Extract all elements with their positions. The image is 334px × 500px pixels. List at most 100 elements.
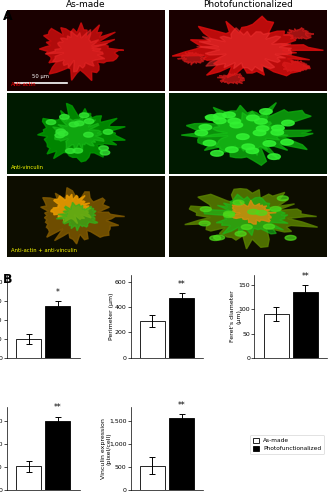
Polygon shape xyxy=(228,118,240,124)
Polygon shape xyxy=(200,206,211,212)
Polygon shape xyxy=(224,211,235,216)
Polygon shape xyxy=(45,30,108,72)
Polygon shape xyxy=(281,140,293,145)
Polygon shape xyxy=(85,119,94,124)
Polygon shape xyxy=(213,118,226,124)
Title: Photofunctionalized: Photofunctionalized xyxy=(203,0,293,9)
Polygon shape xyxy=(271,130,284,135)
Polygon shape xyxy=(205,114,218,120)
Y-axis label: Feret's diameter
(μm): Feret's diameter (μm) xyxy=(230,290,241,343)
Polygon shape xyxy=(255,118,267,124)
Polygon shape xyxy=(199,221,210,226)
Polygon shape xyxy=(100,150,110,155)
Text: **: ** xyxy=(178,280,185,289)
Polygon shape xyxy=(214,235,225,240)
Polygon shape xyxy=(203,140,216,146)
Polygon shape xyxy=(242,144,255,150)
Polygon shape xyxy=(200,112,288,156)
Polygon shape xyxy=(211,150,223,156)
Polygon shape xyxy=(285,236,296,240)
Polygon shape xyxy=(46,120,56,124)
Polygon shape xyxy=(223,112,235,117)
Polygon shape xyxy=(39,22,124,80)
Polygon shape xyxy=(256,210,267,216)
Polygon shape xyxy=(241,224,252,230)
Y-axis label: Perimeter (μm): Perimeter (μm) xyxy=(109,293,114,341)
Polygon shape xyxy=(73,148,82,153)
Bar xyxy=(140,321,165,358)
Polygon shape xyxy=(246,115,259,121)
Polygon shape xyxy=(56,129,65,134)
Polygon shape xyxy=(284,28,314,40)
Polygon shape xyxy=(223,212,234,218)
Polygon shape xyxy=(204,194,288,235)
Polygon shape xyxy=(270,206,281,212)
Polygon shape xyxy=(235,232,246,236)
Polygon shape xyxy=(69,122,78,127)
Bar xyxy=(293,292,318,358)
Polygon shape xyxy=(197,28,292,72)
Y-axis label: Vinculin expression
(pixel/cell): Vinculin expression (pixel/cell) xyxy=(101,418,112,479)
Polygon shape xyxy=(65,148,75,154)
Legend: As-made, Photofunctionalized: As-made, Photofunctionalized xyxy=(250,435,324,454)
Polygon shape xyxy=(228,200,276,224)
Polygon shape xyxy=(172,16,323,78)
Text: **: ** xyxy=(302,272,309,281)
Bar xyxy=(45,306,70,358)
Polygon shape xyxy=(272,125,284,131)
Polygon shape xyxy=(199,124,212,130)
Polygon shape xyxy=(217,73,245,84)
Text: A: A xyxy=(3,10,13,23)
Text: *: * xyxy=(56,288,60,297)
Polygon shape xyxy=(178,52,206,65)
Polygon shape xyxy=(195,130,208,136)
Polygon shape xyxy=(213,114,226,119)
Polygon shape xyxy=(236,134,249,140)
Polygon shape xyxy=(55,133,64,138)
Bar xyxy=(169,298,194,358)
Polygon shape xyxy=(181,102,313,166)
Text: Anti-vinculin: Anti-vinculin xyxy=(11,164,44,170)
Polygon shape xyxy=(79,113,89,117)
Text: **: ** xyxy=(54,404,61,412)
Polygon shape xyxy=(278,196,288,200)
Polygon shape xyxy=(225,147,238,152)
Polygon shape xyxy=(84,132,93,137)
Title: As-made: As-made xyxy=(66,0,106,9)
Polygon shape xyxy=(233,200,244,205)
Bar xyxy=(16,339,41,358)
Bar xyxy=(264,314,289,358)
Text: 50 μm: 50 μm xyxy=(32,74,49,80)
Text: Anti-actin + anti-vinculin: Anti-actin + anti-vinculin xyxy=(11,248,77,253)
Polygon shape xyxy=(257,126,269,132)
Polygon shape xyxy=(53,116,104,150)
Polygon shape xyxy=(60,114,69,119)
Polygon shape xyxy=(248,210,259,214)
Polygon shape xyxy=(253,130,266,136)
Polygon shape xyxy=(74,121,84,126)
Polygon shape xyxy=(282,60,310,72)
Bar xyxy=(16,466,41,490)
Text: Anti-actin: Anti-actin xyxy=(11,82,37,86)
Polygon shape xyxy=(51,194,91,224)
Bar xyxy=(140,466,165,490)
Polygon shape xyxy=(263,140,276,146)
Polygon shape xyxy=(103,130,113,134)
Polygon shape xyxy=(56,202,98,231)
Text: **: ** xyxy=(178,400,185,409)
Text: B: B xyxy=(3,273,13,286)
Polygon shape xyxy=(230,122,243,128)
Polygon shape xyxy=(37,104,125,162)
Polygon shape xyxy=(268,154,280,160)
Bar xyxy=(45,421,70,490)
Bar xyxy=(169,418,194,490)
Polygon shape xyxy=(246,148,259,154)
Polygon shape xyxy=(41,188,125,244)
Polygon shape xyxy=(282,120,294,126)
Polygon shape xyxy=(99,146,108,150)
Polygon shape xyxy=(185,188,318,249)
Polygon shape xyxy=(58,131,68,136)
Polygon shape xyxy=(260,108,272,114)
Polygon shape xyxy=(210,236,221,240)
Polygon shape xyxy=(264,224,275,229)
